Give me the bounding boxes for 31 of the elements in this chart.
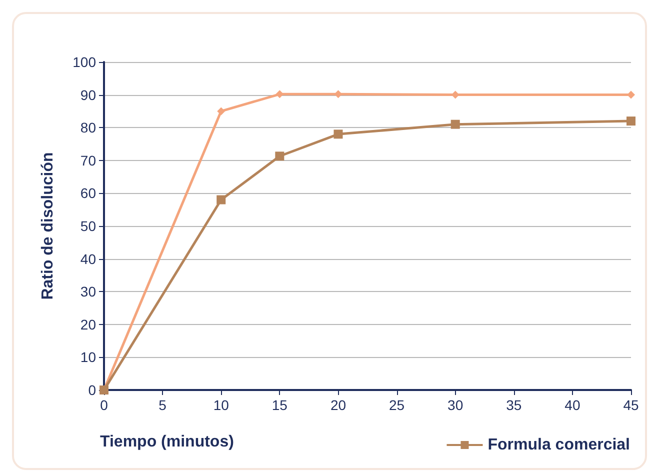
y-tick-label: 80 — [80, 120, 96, 136]
point — [626, 116, 636, 126]
point — [334, 130, 343, 139]
x-tick-label: 5 — [158, 397, 167, 413]
y-tick-label: 10 — [80, 349, 96, 366]
point — [275, 152, 284, 161]
y-tick-label: 70 — [80, 152, 96, 168]
y-tick-label: 20 — [80, 316, 96, 332]
point — [217, 107, 226, 116]
x-tick-label: 25 — [388, 397, 405, 413]
y-tick-label: 50 — [80, 218, 96, 234]
y-tick-label: 0 — [88, 382, 96, 398]
y-axis-title: Ratio de disolución — [40, 152, 56, 300]
x-tick-label: 10 — [213, 397, 230, 413]
y-tick-label: 40 — [80, 250, 96, 267]
x-tick-label: 45 — [623, 397, 639, 413]
x-tick-label: 40 — [564, 397, 580, 413]
x-tick-label: 30 — [448, 397, 464, 413]
y-tick-label: 90 — [80, 86, 96, 103]
x-tick-label: 0 — [100, 397, 108, 413]
legend-label: Formula comercial — [488, 436, 630, 454]
x-tick-label: 35 — [506, 397, 522, 413]
point — [627, 90, 635, 99]
x-tick-label: 20 — [330, 397, 346, 413]
point — [450, 120, 460, 129]
x-axis-title: Tiempo (minutos) — [100, 434, 234, 450]
y-tick-label: 60 — [80, 185, 96, 202]
y-tick-label: 30 — [80, 284, 96, 300]
x-tick-label: 15 — [272, 397, 288, 413]
y-tick-label: 100 — [72, 54, 96, 70]
point — [216, 195, 226, 204]
